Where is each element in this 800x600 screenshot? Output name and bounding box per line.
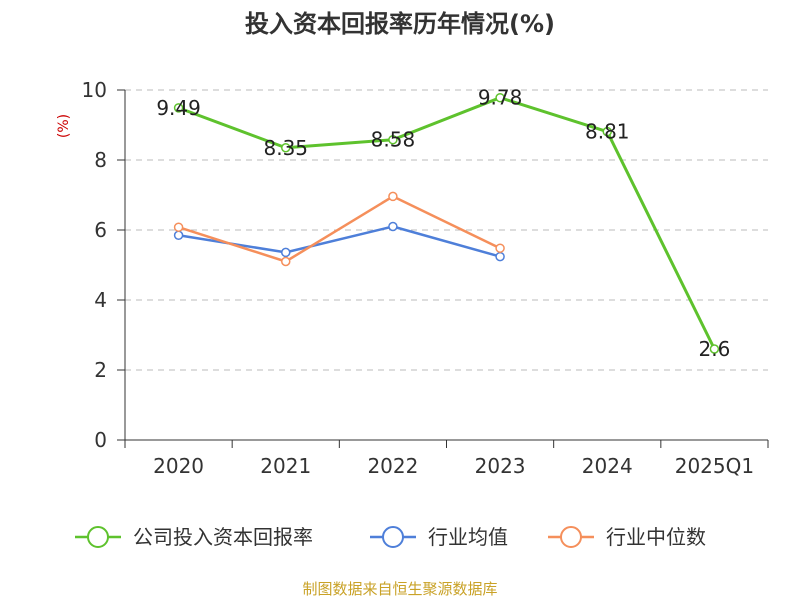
legend-marker [560, 526, 582, 548]
x-tick-label: 2022 [367, 454, 418, 478]
data-point [173, 222, 184, 232]
axes [117, 89, 769, 448]
legend-label: 公司投入资本回报率 [133, 525, 313, 549]
data-point [281, 143, 291, 153]
x-tick-label: 2020 [153, 454, 204, 478]
data-point [281, 256, 291, 267]
x-tick-label: 2025Q1 [675, 454, 754, 478]
data-label: 2.6 [699, 337, 731, 361]
data-point [709, 344, 720, 354]
y-tick-label: 4 [94, 288, 107, 312]
x-tick-label: 2021 [260, 454, 311, 478]
data-label: 8.35 [263, 136, 308, 160]
data-label: 9.78 [478, 86, 523, 110]
data-label: 8.58 [371, 128, 416, 152]
x-tick-label: 2023 [475, 454, 526, 478]
legend-label: 行业中位数 [606, 525, 706, 549]
series-line-2 [178, 195, 501, 263]
data-point [495, 243, 505, 253]
legend-label: 行业均值 [428, 525, 508, 549]
y-tick-label: 2 [94, 358, 107, 382]
y-tick-label: 0 [94, 428, 107, 452]
y-tick-label: 8 [94, 148, 107, 172]
series-lines [173, 92, 720, 354]
x-tick-label: 2024 [582, 454, 633, 478]
data-label: 8.81 [585, 120, 630, 144]
data-label: 9.49 [156, 96, 201, 120]
source-note: 制图数据来自恒生聚源数据库 [302, 580, 497, 598]
tick-labels: 0 2 4 6 8 10 2020 2021 2022 2023 2024 2025Q1 [82, 78, 755, 478]
chart-title: 投入资本回报率历年情况(%) [245, 10, 555, 38]
data-labels: 9.49 8.35 8.58 9.78 8.81 2.6 [156, 86, 730, 361]
legend-marker [382, 526, 404, 548]
y-tick-label: 10 [82, 78, 107, 102]
data-point [602, 126, 612, 137]
data-point [281, 247, 291, 258]
data-point [495, 92, 505, 103]
legend-marker [87, 526, 109, 548]
legend: 公司投入资本回报率 行业均值 行业中位数 [75, 525, 706, 549]
series-line-0 [178, 96, 716, 350]
data-point [388, 134, 398, 145]
y-axis-label: (%) [56, 114, 72, 138]
data-point [388, 191, 398, 202]
data-point [173, 230, 184, 240]
data-point [495, 251, 505, 262]
data-point [173, 103, 184, 113]
y-tick-label: 6 [94, 218, 107, 242]
gridlines [125, 89, 768, 371]
data-point [388, 221, 398, 232]
